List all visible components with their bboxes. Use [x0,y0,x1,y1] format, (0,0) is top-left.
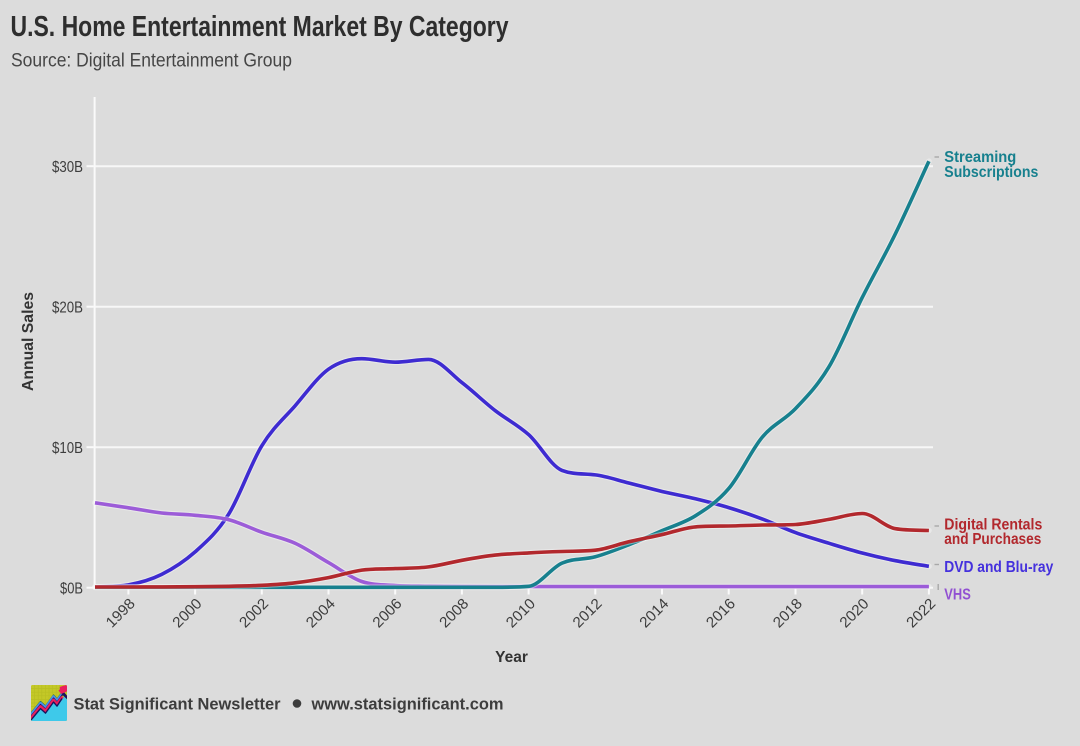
svg-text:2014: 2014 [636,595,672,631]
svg-text:2002: 2002 [236,595,272,631]
svg-text:Source: Digital Entertainment: Source: Digital Entertainment Group [11,50,292,72]
svg-text:2000: 2000 [169,595,205,631]
svg-text:U.S. Home Entertainment Market: U.S. Home Entertainment Market By Catego… [11,11,509,43]
svg-text:and Purchases: and Purchases [944,531,1041,548]
svg-text:DVD and Blu-ray: DVD and Blu-ray [944,559,1053,576]
svg-text:$0B: $0B [60,581,83,598]
svg-text:$10B: $10B [52,440,83,457]
svg-text:Stat Significant Newsletter: Stat Significant Newsletter [74,695,281,714]
svg-text:2020: 2020 [836,595,872,631]
svg-text:2012: 2012 [570,595,606,631]
svg-text:Annual Sales: Annual Sales [20,292,37,391]
svg-text:2018: 2018 [770,595,806,631]
svg-text:www.statsignificant.com: www.statsignificant.com [311,695,504,714]
svg-text:$20B: $20B [52,300,83,317]
svg-text:Digital Rentals: Digital Rentals [944,517,1042,534]
svg-text:2016: 2016 [703,595,739,631]
svg-text:1998: 1998 [103,595,139,631]
svg-text:VHS: VHS [944,587,971,604]
svg-text:Subscriptions: Subscriptions [944,164,1038,181]
svg-text:2008: 2008 [436,595,472,631]
svg-text:2010: 2010 [503,595,539,631]
svg-text:2022: 2022 [903,595,939,631]
svg-text:$30B: $30B [52,159,83,176]
svg-text:2006: 2006 [369,595,405,631]
svg-text:Year: Year [495,649,528,666]
svg-text:2004: 2004 [303,595,339,631]
svg-text:Streaming: Streaming [944,149,1016,166]
